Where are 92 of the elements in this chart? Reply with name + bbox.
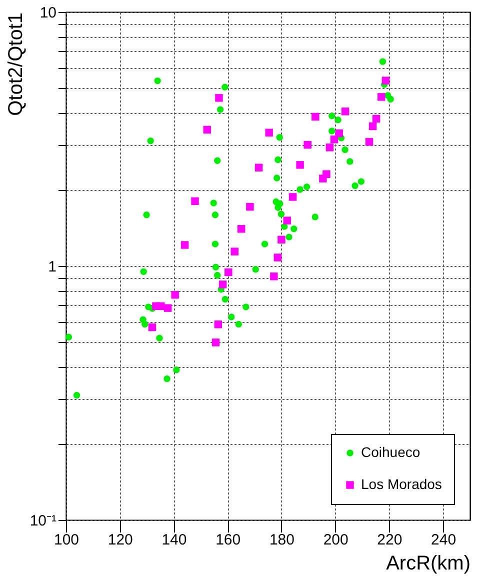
point xyxy=(222,84,228,90)
point xyxy=(252,266,259,273)
point xyxy=(218,280,227,288)
point xyxy=(215,94,223,102)
point xyxy=(203,126,212,134)
point xyxy=(372,114,380,123)
point xyxy=(312,112,320,121)
point xyxy=(73,392,80,399)
point xyxy=(164,375,170,382)
point xyxy=(328,112,336,120)
x-tick-label: 100 xyxy=(54,532,80,548)
x-axis-title: ArcR(km) xyxy=(386,552,470,574)
point xyxy=(222,296,229,303)
point xyxy=(387,96,394,102)
point xyxy=(214,272,221,279)
x-tick-label: 180 xyxy=(269,532,294,548)
legend-label: Coihueco xyxy=(361,444,420,460)
point xyxy=(142,320,148,328)
x-tick-label: 220 xyxy=(377,532,402,548)
point xyxy=(191,197,199,206)
y-tick-label: 10 xyxy=(40,4,56,22)
x-tick-label: 120 xyxy=(108,532,133,548)
point xyxy=(254,164,263,172)
point xyxy=(242,304,250,310)
x-tick-label: 200 xyxy=(323,532,348,548)
point xyxy=(143,212,150,218)
point xyxy=(296,186,304,193)
point xyxy=(235,320,242,328)
point xyxy=(296,161,304,169)
point xyxy=(276,134,283,141)
point xyxy=(214,157,221,164)
point xyxy=(212,338,220,346)
point xyxy=(288,193,297,201)
point xyxy=(303,183,310,190)
point xyxy=(164,304,172,312)
point xyxy=(290,226,298,232)
point xyxy=(171,290,179,299)
point xyxy=(312,214,318,220)
point xyxy=(230,248,238,256)
point xyxy=(65,334,72,340)
point xyxy=(334,116,342,124)
x-tick-label: 240 xyxy=(431,532,456,548)
point xyxy=(378,93,386,101)
point xyxy=(286,234,292,240)
point xyxy=(237,225,246,233)
point xyxy=(148,323,156,332)
point xyxy=(140,268,147,276)
point xyxy=(368,122,377,130)
point xyxy=(330,136,338,144)
point xyxy=(212,212,219,218)
y-tick-label: 1 xyxy=(48,258,56,276)
point xyxy=(156,334,163,342)
y-tick-label: 10⁻¹ xyxy=(30,512,56,530)
point xyxy=(212,264,220,270)
point xyxy=(270,272,278,280)
point xyxy=(261,240,268,248)
point xyxy=(341,108,350,116)
point xyxy=(365,138,374,146)
point xyxy=(278,210,285,218)
point xyxy=(246,202,254,211)
y-axis-title: Qtot2/Qtot1 xyxy=(4,12,27,116)
point xyxy=(210,200,217,206)
point xyxy=(173,366,180,374)
point xyxy=(283,216,291,224)
legend-label: Los Morados xyxy=(361,476,442,492)
point xyxy=(274,204,282,211)
point xyxy=(224,268,232,276)
point xyxy=(216,106,224,113)
point xyxy=(265,128,273,137)
x-tick-label: 140 xyxy=(162,532,187,548)
point xyxy=(382,76,390,84)
point xyxy=(358,178,365,185)
point xyxy=(278,236,286,244)
point xyxy=(328,128,336,134)
point xyxy=(352,182,358,190)
point xyxy=(319,174,327,182)
point xyxy=(180,241,189,249)
point xyxy=(335,129,343,138)
point xyxy=(212,240,219,248)
point xyxy=(379,58,386,65)
point xyxy=(214,320,222,328)
point xyxy=(274,174,280,182)
point xyxy=(274,156,282,164)
point xyxy=(346,158,354,165)
point xyxy=(304,140,312,149)
point xyxy=(154,77,161,84)
point xyxy=(228,314,235,320)
x-tick-label: 160 xyxy=(216,532,241,548)
point xyxy=(342,146,348,154)
point xyxy=(326,144,334,152)
point xyxy=(147,137,154,144)
point xyxy=(274,254,282,262)
